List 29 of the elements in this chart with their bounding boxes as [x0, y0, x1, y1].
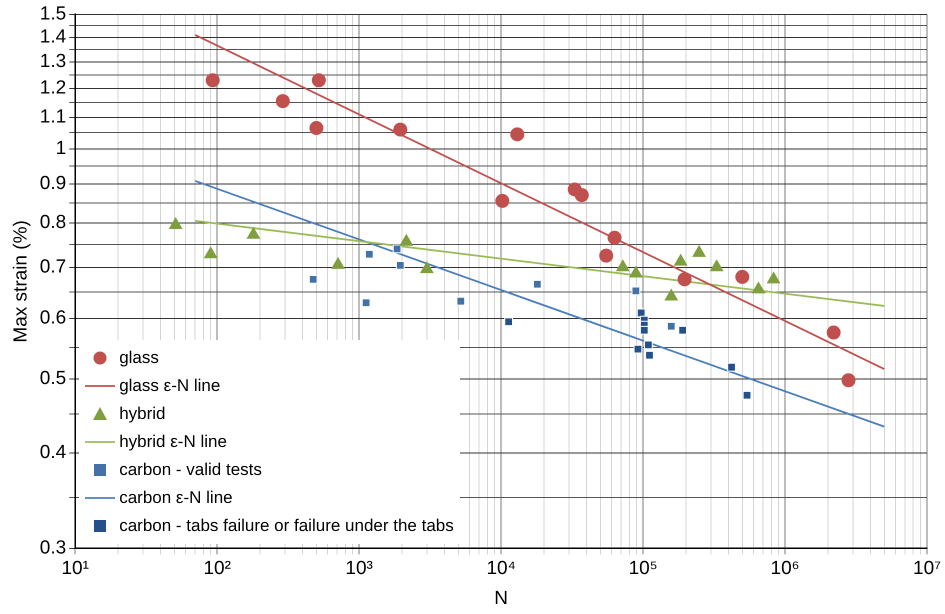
- legend-label: hybrid: [119, 404, 166, 424]
- y-tick-label: 0.3: [40, 538, 66, 559]
- x-tick-label: 10²: [203, 558, 231, 580]
- y-tick-label: 0.7: [40, 256, 66, 278]
- y-tick-label: 1.2: [40, 78, 66, 99]
- y-tick-label: 0.6: [40, 308, 66, 329]
- x-tick-label: 10⁶: [770, 558, 800, 580]
- x-tick-label: 10³: [345, 558, 373, 580]
- y-tick-label: 1.4: [40, 26, 67, 48]
- x-tick-label: 10⁷: [912, 558, 942, 580]
- y-tick-label: 0.4: [40, 442, 67, 464]
- y-tick-label: 0.5: [40, 368, 66, 390]
- x-tick-label: 10⁴: [486, 558, 516, 580]
- y-tick-label: 0.8: [40, 212, 66, 234]
- y-tick-label: 1.1: [40, 106, 66, 128]
- y-tick-label: 0.9: [40, 173, 66, 194]
- legend-label: carbon ε-N line: [119, 488, 233, 508]
- x-tick-label: 10¹: [61, 558, 89, 580]
- legend-label: carbon - valid tests: [119, 460, 262, 480]
- x-tick-label: 10⁵: [628, 558, 658, 580]
- y-tick-label: 1: [56, 138, 66, 160]
- y-tick-label: 1.5: [40, 4, 66, 25]
- y-axis-title: Max strain (%): [10, 220, 32, 343]
- legend-label: glass ε-N line: [119, 376, 220, 396]
- legend-label: carbon - tabs failure or failure under the tabs: [119, 516, 454, 536]
- y-tick-label: 1.3: [40, 51, 66, 72]
- legend-label: glass: [119, 348, 159, 368]
- x-axis-title: N: [494, 588, 508, 609]
- legend-label: hybrid ε-N line: [119, 432, 227, 452]
